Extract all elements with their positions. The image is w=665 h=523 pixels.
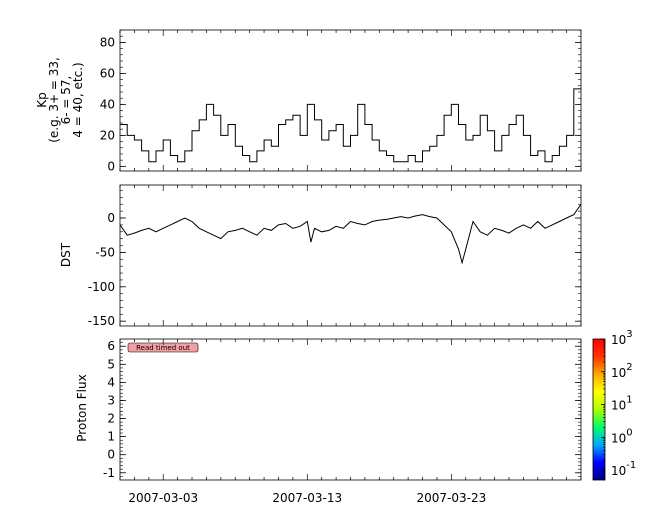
kp-panel: Kp (e.g. 3+ = 33, 6- = 57, 4 = 40, etc.)…	[35, 29, 582, 173]
y-tick-label-1-2: -100	[88, 280, 115, 294]
y-tick-label-2-6: 5	[107, 357, 115, 371]
y-tick-label-0-2: 40	[100, 97, 115, 111]
y-tick-label-2-4: 3	[107, 393, 115, 407]
dst-axis-title: DST	[59, 242, 73, 267]
proton-flux-panel: Proton Flux Read timed out -1 0 1 2 3 4 5 6	[75, 338, 582, 481]
panel-frame-1	[119, 184, 582, 327]
colorbar-tick-label-2: 101	[611, 395, 633, 413]
time-axis: 2007-03-03 2007-03-13 2007-03-23	[128, 491, 486, 505]
colorbar-tick-label-3: 102	[611, 362, 633, 380]
colorbar-tick-label-0: 10-1	[611, 460, 636, 478]
y-tick-label-2-1: 0	[107, 448, 115, 462]
y-tick-label-1-1: -50	[95, 245, 115, 259]
colorbar-tick-label-4: 103	[611, 329, 633, 347]
y-tick-label-0-4: 80	[100, 35, 115, 49]
x-tick-label-1: 2007-03-13	[272, 491, 342, 505]
colorbar: 10-1 100 101 102 103	[592, 329, 636, 481]
y-tick-label-0-0: 0	[107, 159, 115, 173]
x-tick-label-2: 2007-03-23	[416, 491, 486, 505]
y-tick-label-2-0: -1	[103, 466, 115, 480]
dst-series-line-0	[120, 204, 581, 265]
panel-frame-2	[119, 338, 582, 481]
kp-axis-title-line-1: Kp	[35, 92, 49, 108]
y-tick-label-0-3: 60	[100, 66, 115, 80]
colorbar-tick-label-1: 100	[611, 427, 633, 445]
x-tick-label-0: 2007-03-03	[128, 491, 198, 505]
panel-frame-0	[119, 29, 582, 172]
y-tick-label-2-3: 2	[107, 412, 115, 426]
proton-flux-axis-title: Proton Flux	[75, 374, 89, 441]
y-tick-label-1-3: -150	[88, 314, 115, 328]
kp-axis-title-line-2: (e.g. 3+ = 33,	[47, 57, 61, 143]
read-timed-out-text: Read timed out	[136, 344, 190, 352]
y-tick-label-0-1: 20	[100, 128, 115, 142]
kp-series-line-0	[120, 88, 581, 163]
kp-axis-title-line-3: 6- = 57,	[59, 76, 73, 125]
dst-panel: DST 0 -50 -100 -150	[59, 184, 582, 328]
y-tick-label-1-0: 0	[107, 211, 115, 225]
y-tick-label-2-7: 6	[107, 339, 115, 353]
kp-axis-title-line-4: 4 = 40, etc.)	[71, 62, 85, 137]
y-tick-label-2-5: 4	[107, 375, 115, 389]
y-tick-label-2-2: 1	[107, 430, 115, 444]
